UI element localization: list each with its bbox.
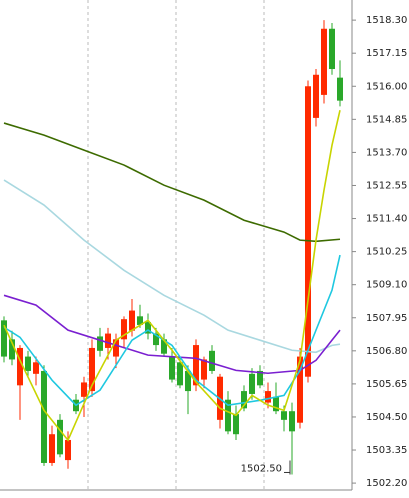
candle-body bbox=[241, 391, 247, 409]
candle-body bbox=[137, 316, 143, 325]
candle-body bbox=[161, 339, 167, 354]
y-tick-label: 1505.65 bbox=[366, 379, 407, 390]
y-tick-label: 1509.10 bbox=[366, 280, 407, 291]
candle-body bbox=[1, 320, 7, 357]
y-tick-label: 1507.95 bbox=[366, 313, 407, 324]
candle-body bbox=[25, 356, 31, 371]
y-tick-label: 1516.00 bbox=[366, 81, 407, 92]
y-tick-label: 1511.40 bbox=[366, 214, 407, 225]
y-tick-label: 1504.50 bbox=[366, 412, 407, 423]
candle-body bbox=[105, 333, 111, 348]
candle-body bbox=[313, 74, 319, 118]
candle-body bbox=[121, 319, 127, 340]
candle-body bbox=[33, 362, 39, 374]
candle-body bbox=[169, 356, 175, 380]
ma-line bbox=[3, 122, 341, 243]
candle-body bbox=[329, 28, 335, 70]
y-tick-label: 1518.30 bbox=[366, 15, 407, 26]
y-tick-label: 1510.25 bbox=[366, 247, 407, 258]
candle-body bbox=[113, 339, 119, 357]
ma-line bbox=[3, 179, 341, 354]
y-tick-label: 1506.80 bbox=[366, 346, 407, 357]
candle-body bbox=[289, 411, 295, 432]
y-tick-label: 1517.15 bbox=[366, 48, 407, 59]
candle-body bbox=[273, 396, 279, 412]
candle-body bbox=[153, 333, 159, 346]
candle-body bbox=[225, 399, 231, 432]
candle-body bbox=[145, 322, 151, 334]
y-tick-label: 1514.85 bbox=[366, 114, 407, 125]
candle-body bbox=[97, 336, 103, 351]
candle-body bbox=[305, 86, 311, 377]
y-tick-label: 1503.35 bbox=[366, 445, 407, 456]
candle-body bbox=[233, 414, 239, 435]
candle-body bbox=[321, 28, 327, 95]
ma-line bbox=[3, 254, 341, 407]
candle-body bbox=[209, 350, 215, 371]
ma-line bbox=[3, 109, 341, 442]
candle-body bbox=[337, 77, 343, 101]
candle-body bbox=[177, 362, 183, 386]
candle-body bbox=[265, 391, 271, 403]
candle-body bbox=[65, 439, 71, 461]
candle-body bbox=[129, 310, 135, 331]
candle-body bbox=[49, 434, 55, 463]
y-tick-label: 1502.20 bbox=[366, 478, 407, 489]
y-tick-label: 1513.70 bbox=[366, 147, 407, 158]
candle-body bbox=[57, 419, 63, 455]
candle-body bbox=[9, 339, 15, 360]
candle-body bbox=[17, 347, 23, 386]
candle-body bbox=[201, 359, 207, 380]
candle-body bbox=[89, 347, 95, 392]
candle-body bbox=[41, 370, 47, 463]
candle-body bbox=[281, 411, 287, 420]
candle-body bbox=[297, 356, 303, 423]
candle-body bbox=[185, 370, 191, 392]
candle-body bbox=[81, 382, 87, 397]
ma-line bbox=[3, 294, 341, 375]
annotation-label: 1502.50 bbox=[241, 463, 282, 474]
candle-body bbox=[257, 370, 263, 386]
y-tick-label: 1512.55 bbox=[366, 180, 407, 191]
candle-body bbox=[193, 345, 199, 386]
candle-body bbox=[249, 373, 255, 394]
